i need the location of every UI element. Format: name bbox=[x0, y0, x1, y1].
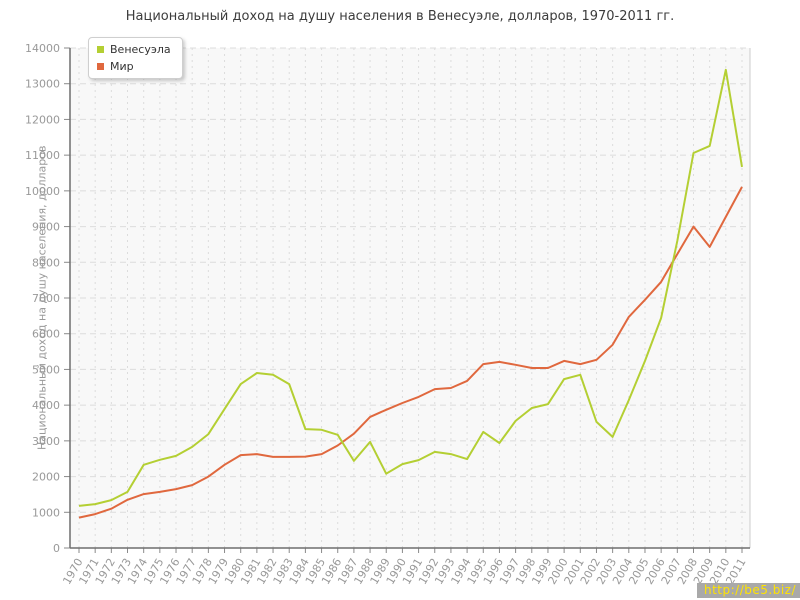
series-line-world bbox=[78, 186, 743, 519]
legend-item-world: Мир bbox=[97, 60, 171, 73]
y-tick-label: 8000 bbox=[32, 256, 60, 269]
legend-label-world: Мир bbox=[110, 60, 134, 73]
y-tick-label: 1000 bbox=[32, 506, 60, 519]
y-tick-label: 5000 bbox=[32, 363, 60, 376]
y-tick-label: 0 bbox=[53, 542, 60, 555]
y-tick-label: 13000 bbox=[25, 78, 60, 91]
series-line-venezuela bbox=[78, 68, 743, 507]
legend-item-venezuela: Венесуэла bbox=[97, 43, 171, 56]
y-tick-label: 9000 bbox=[32, 221, 60, 234]
y-tick-label: 6000 bbox=[32, 328, 60, 341]
legend-label-venezuela: Венесуэла bbox=[110, 43, 171, 56]
legend: Венесуэла Мир bbox=[88, 37, 183, 79]
y-tick-label: 12000 bbox=[25, 113, 60, 126]
y-tick-label: 10000 bbox=[25, 185, 60, 198]
y-tick-label: 11000 bbox=[25, 149, 60, 162]
y-tick-label: 2000 bbox=[32, 471, 60, 484]
y-tick-label: 3000 bbox=[32, 435, 60, 448]
y-tick-label: 7000 bbox=[32, 292, 60, 305]
world-series-swatch-icon bbox=[97, 63, 104, 70]
y-tick-label: 14000 bbox=[25, 42, 60, 55]
y-tick-label: 4000 bbox=[32, 399, 60, 412]
venezuela-series-swatch-icon bbox=[97, 46, 104, 53]
watermark-link[interactable]: http://be5.biz/ bbox=[696, 583, 800, 598]
chart-title: Национальный доход на душу населения в В… bbox=[125, 9, 675, 24]
